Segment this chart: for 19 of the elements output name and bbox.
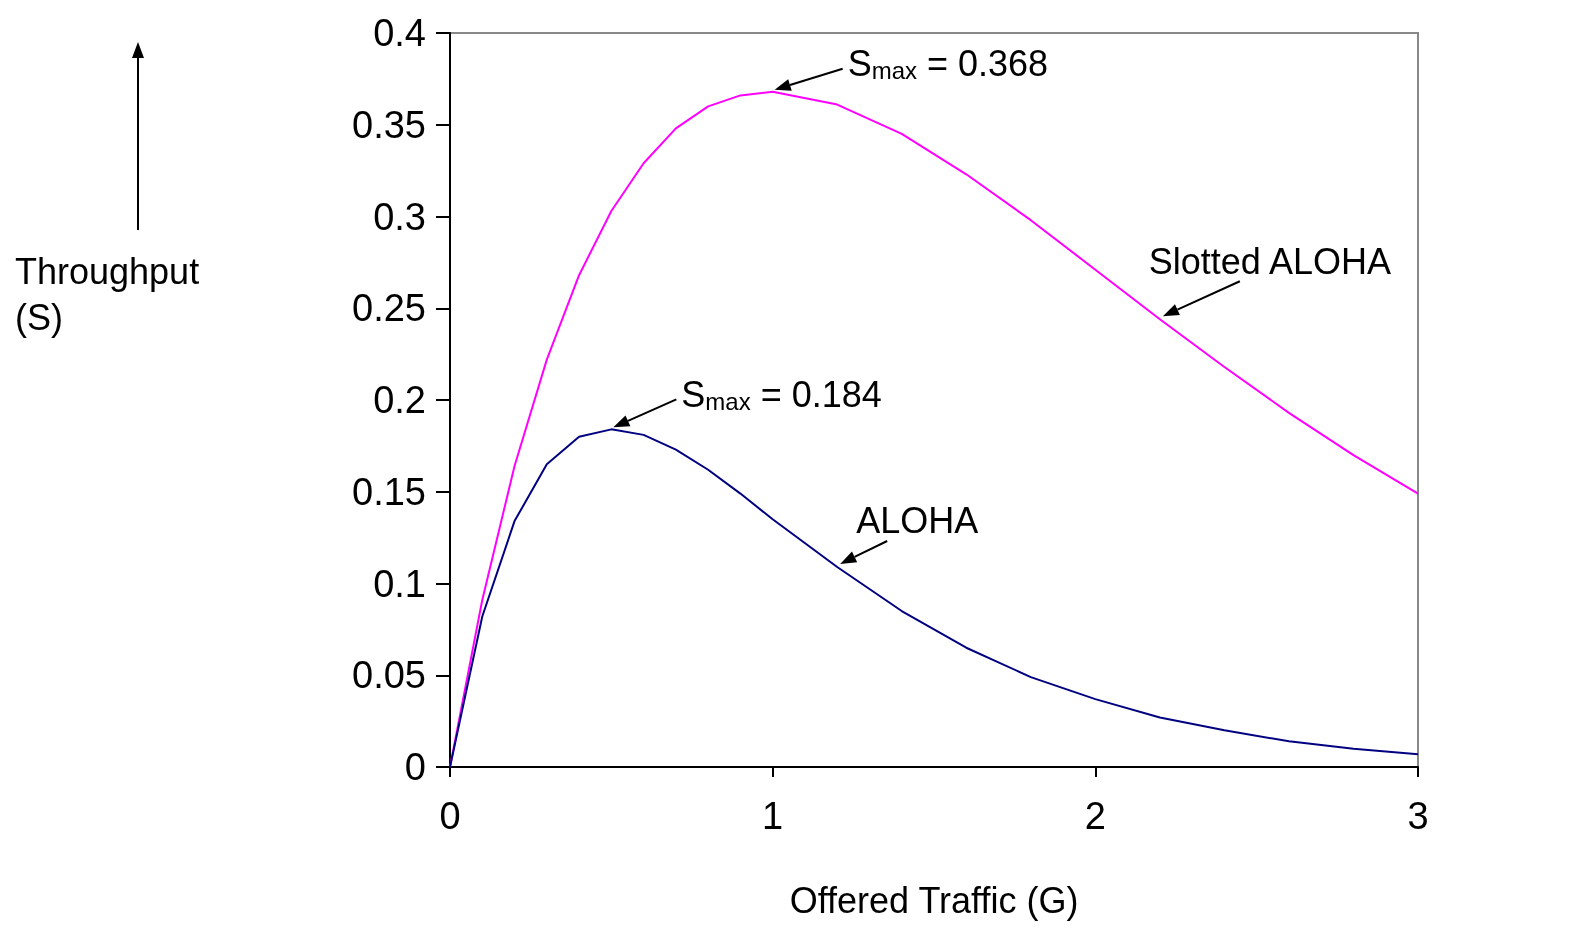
x-tick-label: 0: [439, 795, 461, 837]
x-axis-title: Offered Traffic (G): [789, 879, 1079, 921]
y-axis-title: Throughput (S): [15, 250, 210, 338]
y-tick-label: 0.2: [373, 379, 426, 421]
y-tick-label: 0.4: [373, 12, 426, 54]
x-tick-label: 1: [762, 795, 784, 837]
y-tick-label: 0.3: [373, 195, 426, 238]
y-tick-label: 0.05: [352, 654, 426, 697]
annotation: Smax = 0.368: [847, 43, 1049, 85]
x-tick-label: 3: [1407, 795, 1429, 837]
series-label: Slotted ALOHA: [1148, 240, 1391, 282]
y-tick-label: 0.15: [352, 470, 426, 513]
y-tick-label: 0.1: [373, 562, 426, 605]
x-tick-label: 2: [1084, 795, 1106, 837]
series-label: ALOHA: [856, 500, 979, 542]
y-tick-label: 0.25: [352, 287, 426, 330]
annotation: Smax = 0.184: [681, 373, 882, 415]
y-tick-label: 0: [404, 746, 426, 788]
y-tick-label: 0.35: [352, 103, 426, 146]
